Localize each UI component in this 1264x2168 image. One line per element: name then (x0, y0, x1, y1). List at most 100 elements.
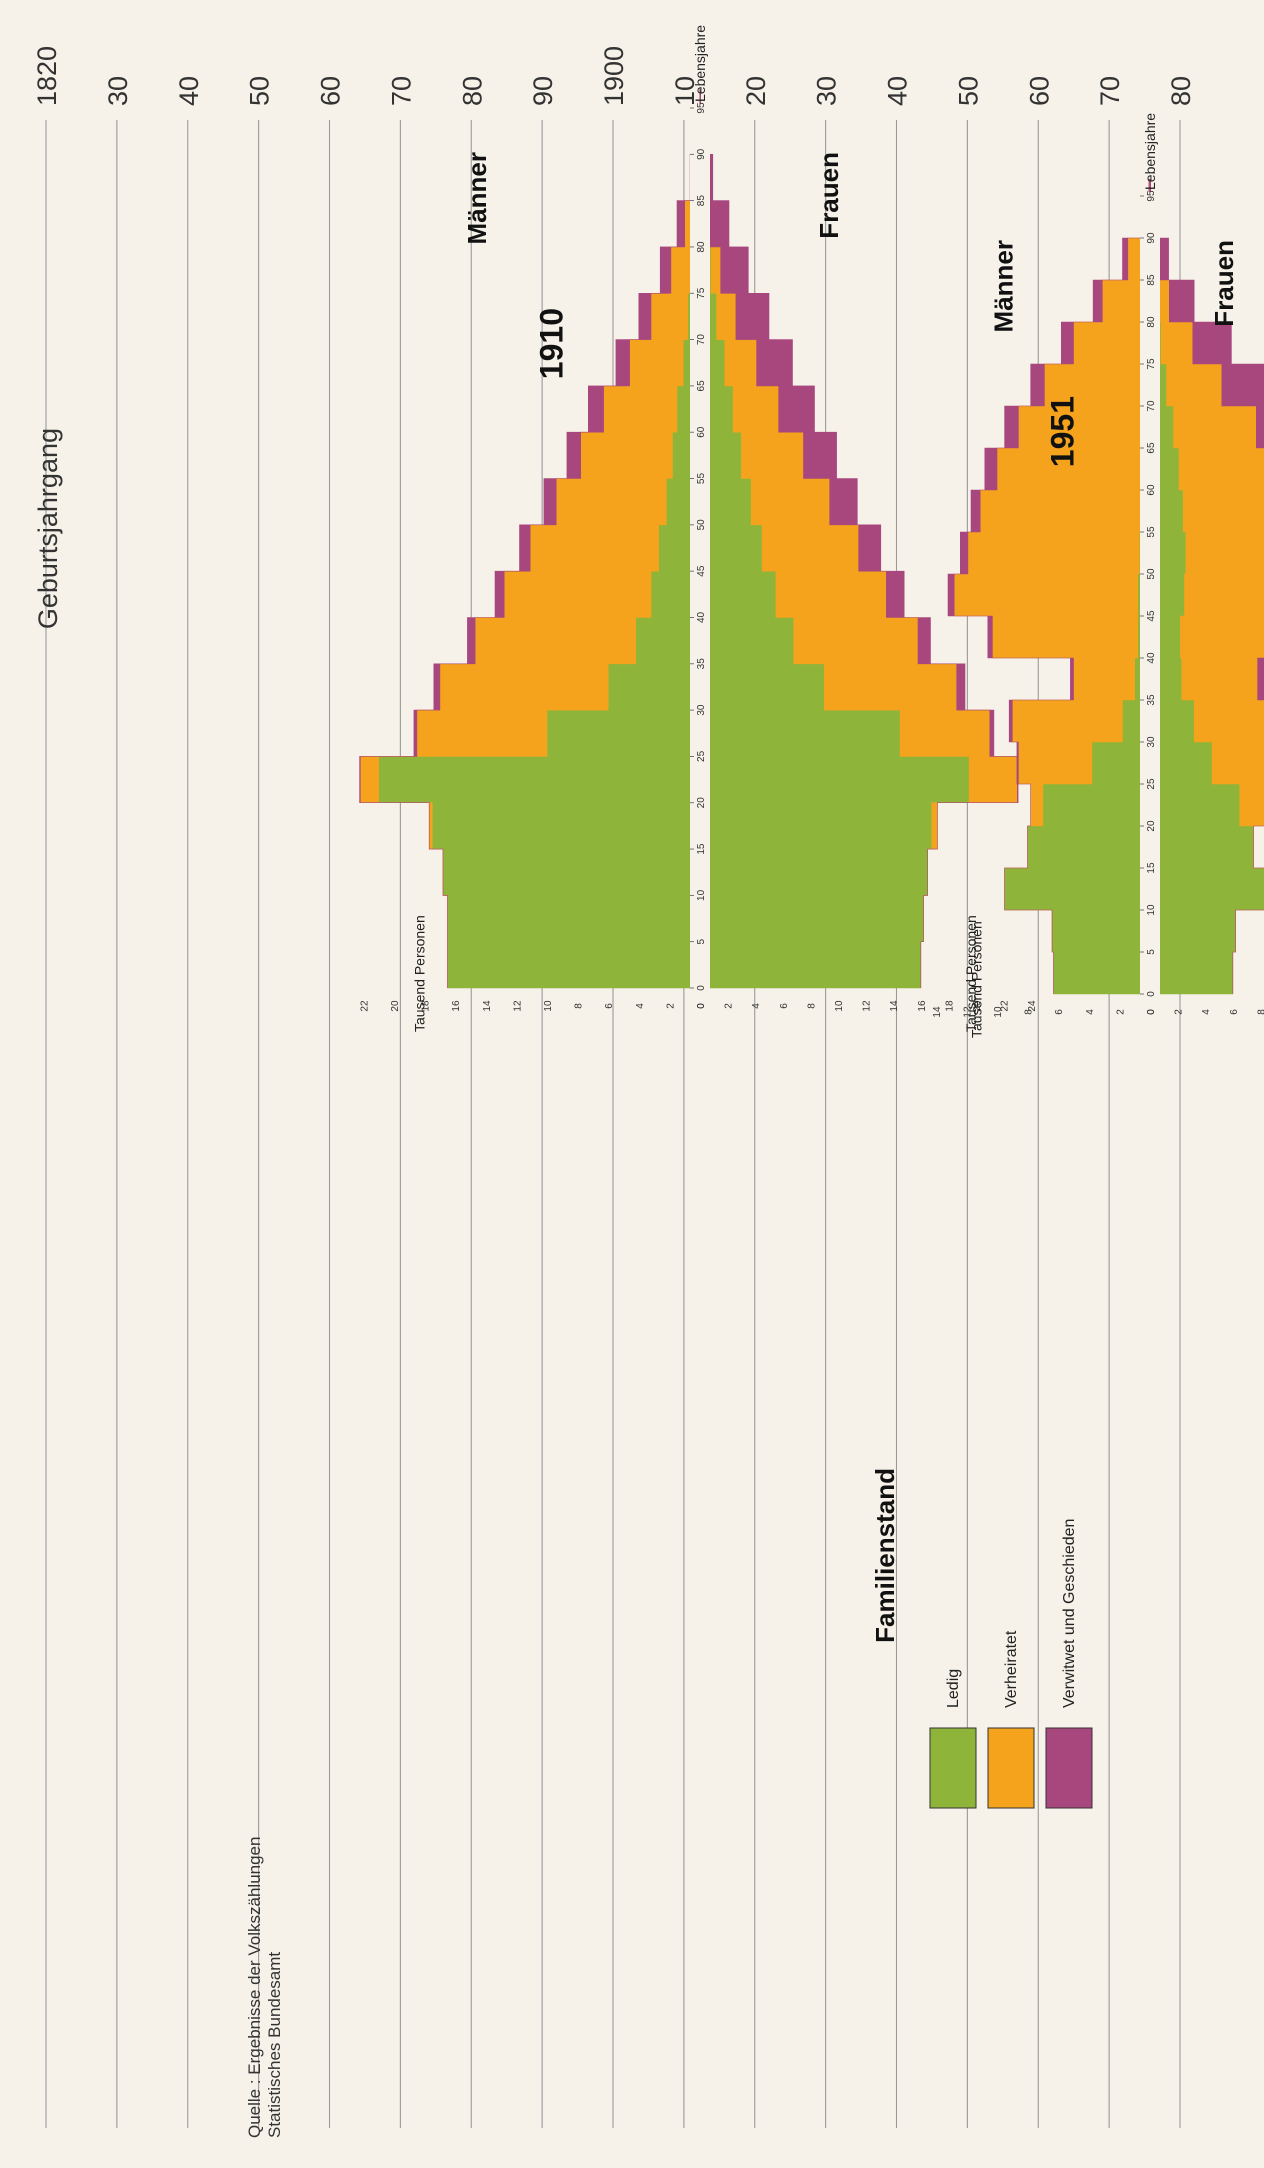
1951-female-verwitwet-und-geschieden-area (1149, 178, 1264, 994)
birth-year-tick-label: 90 (528, 76, 558, 106)
male-side (947, 178, 1151, 995)
age-tick-label: 95 (696, 102, 707, 114)
male-heading: Männer (462, 152, 492, 244)
age-tick-label: 25 (696, 750, 707, 762)
female-scale-label: 12 (862, 1000, 873, 1012)
age-tick-label: 75 (696, 287, 707, 299)
birth-year-tick-label: 60 (1024, 76, 1054, 106)
female-scale-label: 18 (944, 1000, 955, 1012)
male-scale-label: 4 (635, 1003, 646, 1009)
male-heading: Männer (988, 240, 1018, 332)
birth-year-tick-label: 30 (812, 76, 842, 106)
legend-swatch (929, 1727, 977, 1809)
age-axis: 95908580757065605550454035302520151050Le… (690, 25, 708, 991)
age-tick-label: 40 (1146, 652, 1157, 664)
female-scale-label: 2 (724, 1003, 735, 1009)
1951-male-verwitwet-und-geschieden-area (947, 178, 1150, 994)
female-scale-label: 2 (1174, 1009, 1185, 1015)
male-scale-label: 2 (665, 1003, 676, 1009)
female-scale-label: 4 (751, 1003, 762, 1009)
male-scale-label: 2 (1115, 1009, 1126, 1015)
female-scale-label: 10 (834, 1000, 845, 1012)
age-tick-label: 70 (1146, 400, 1157, 412)
census-year-label: 1910 (533, 308, 569, 379)
female-side (1149, 178, 1264, 995)
legend-label: Ledig (945, 1669, 962, 1708)
birth-year-tick-label: 80 (1166, 76, 1196, 106)
age-tick-label: 0 (696, 985, 707, 991)
male-scale-label: 8 (574, 1003, 585, 1009)
age-tick-label: 35 (696, 658, 707, 670)
male-scale-label: 12 (512, 1000, 523, 1012)
age-tick-label: 35 (1146, 694, 1157, 706)
age-tick-label: 90 (696, 148, 707, 160)
male-scale-label: 0 (696, 1003, 707, 1009)
male-scale-label: 22 (359, 1000, 370, 1012)
source-line-1: Quelle : Ergebnisse der Volkszählungen (245, 1837, 264, 2138)
female-heading: Frauen (814, 152, 844, 239)
birth-year-tick-label: 80 (457, 76, 487, 106)
male-scale-label: 8 (1024, 1009, 1035, 1015)
male-scale-label: 0 (1146, 1009, 1157, 1015)
female-scale-label: 0 (1146, 1009, 1157, 1015)
age-tick-label: 95 (1146, 190, 1157, 202)
birth-year-tick-label: 70 (1095, 76, 1125, 106)
female-scale-label: 8 (1256, 1009, 1264, 1015)
birth-year-tick-label: 40 (174, 76, 204, 106)
birth-year-tick-label: 60 (316, 76, 346, 106)
age-tick-label: 10 (1146, 904, 1157, 916)
male-scale-label: 10 (543, 1000, 554, 1012)
age-tick-label: 85 (1146, 274, 1157, 286)
birth-year-tick-label: 30 (103, 76, 133, 106)
birth-year-tick-label: 10 (670, 76, 700, 106)
census-year-label: 1951 (1045, 396, 1081, 467)
source-line-2: Statistisches Bundesamt (265, 1952, 284, 2138)
male-scale-label: 14 (932, 1006, 943, 1018)
female-side (699, 89, 1019, 989)
female-scale-label: 8 (806, 1003, 817, 1009)
age-tick-label: 60 (1146, 484, 1157, 496)
male-scale-label: 18 (421, 1000, 432, 1012)
age-tick-label: 20 (1146, 820, 1157, 832)
legend-label: Verwitwet und Geschieden (1061, 1519, 1078, 1708)
age-tick-label: 0 (1146, 991, 1157, 997)
age-tick-label: 60 (696, 426, 707, 438)
age-tick-label: 65 (1146, 442, 1157, 454)
male-side (359, 89, 701, 989)
age-axis-strip (690, 104, 710, 992)
age-tick-label: 80 (696, 241, 707, 253)
age-axis: 95908580757065605550454035302520151050Le… (1140, 113, 1158, 997)
age-axis-label: Lebensjahre (1142, 113, 1158, 190)
male-scale-unit: Tausend Personen (412, 915, 428, 1032)
age-tick-label: 90 (1146, 232, 1157, 244)
birth-year-tick-label: 1900 (599, 46, 629, 106)
age-tick-label: 20 (696, 797, 707, 809)
birth-year-tick-label: 50 (953, 76, 983, 106)
pyramid-1910: 95908580757065605550454035302520151050Le… (359, 25, 1038, 1032)
male-scale-label: 6 (1054, 1009, 1065, 1015)
age-tick-label: 50 (1146, 568, 1157, 580)
female-scale-label: 22 (1000, 1000, 1011, 1012)
age-tick-label: 70 (696, 334, 707, 346)
age-tick-label: 40 (696, 611, 707, 623)
age-tick-label: 50 (696, 519, 707, 531)
male-scale-label: 10 (993, 1006, 1004, 1018)
age-tick-label: 25 (1146, 778, 1157, 790)
legend: Familienstand Ledig Verheiratet Verwitwet u… (870, 1468, 1093, 1809)
birth-year-tick-label: 40 (883, 76, 913, 106)
male-scale-label: 14 (482, 1000, 493, 1012)
population-scale: 22 20 18 16 14 12 10 8 6 4 2 00 2 4 6 8 10 12 14 16 18 20 22 24… (359, 915, 1038, 1032)
male-scale-label: 12 (962, 1006, 973, 1018)
age-tick-label: 75 (1146, 358, 1157, 370)
female-scale-label: 16 (917, 1000, 928, 1012)
legend-title: Familienstand (870, 1468, 900, 1643)
male-scale-label: 6 (604, 1003, 615, 1009)
pyramid-1951: 95908580757065605550454035302520151050Le… (932, 113, 1264, 1038)
age-tick-label: 5 (696, 938, 707, 944)
age-tick-label: 45 (696, 565, 707, 577)
birth-year-tick-label: 50 (245, 76, 275, 106)
female-scale-label: 0 (696, 1003, 707, 1009)
legend-label: Verheiratet (1003, 1630, 1020, 1708)
1910-female-verwitwet-und-geschieden-area (699, 89, 1019, 988)
age-tick-label: 80 (1146, 316, 1157, 328)
